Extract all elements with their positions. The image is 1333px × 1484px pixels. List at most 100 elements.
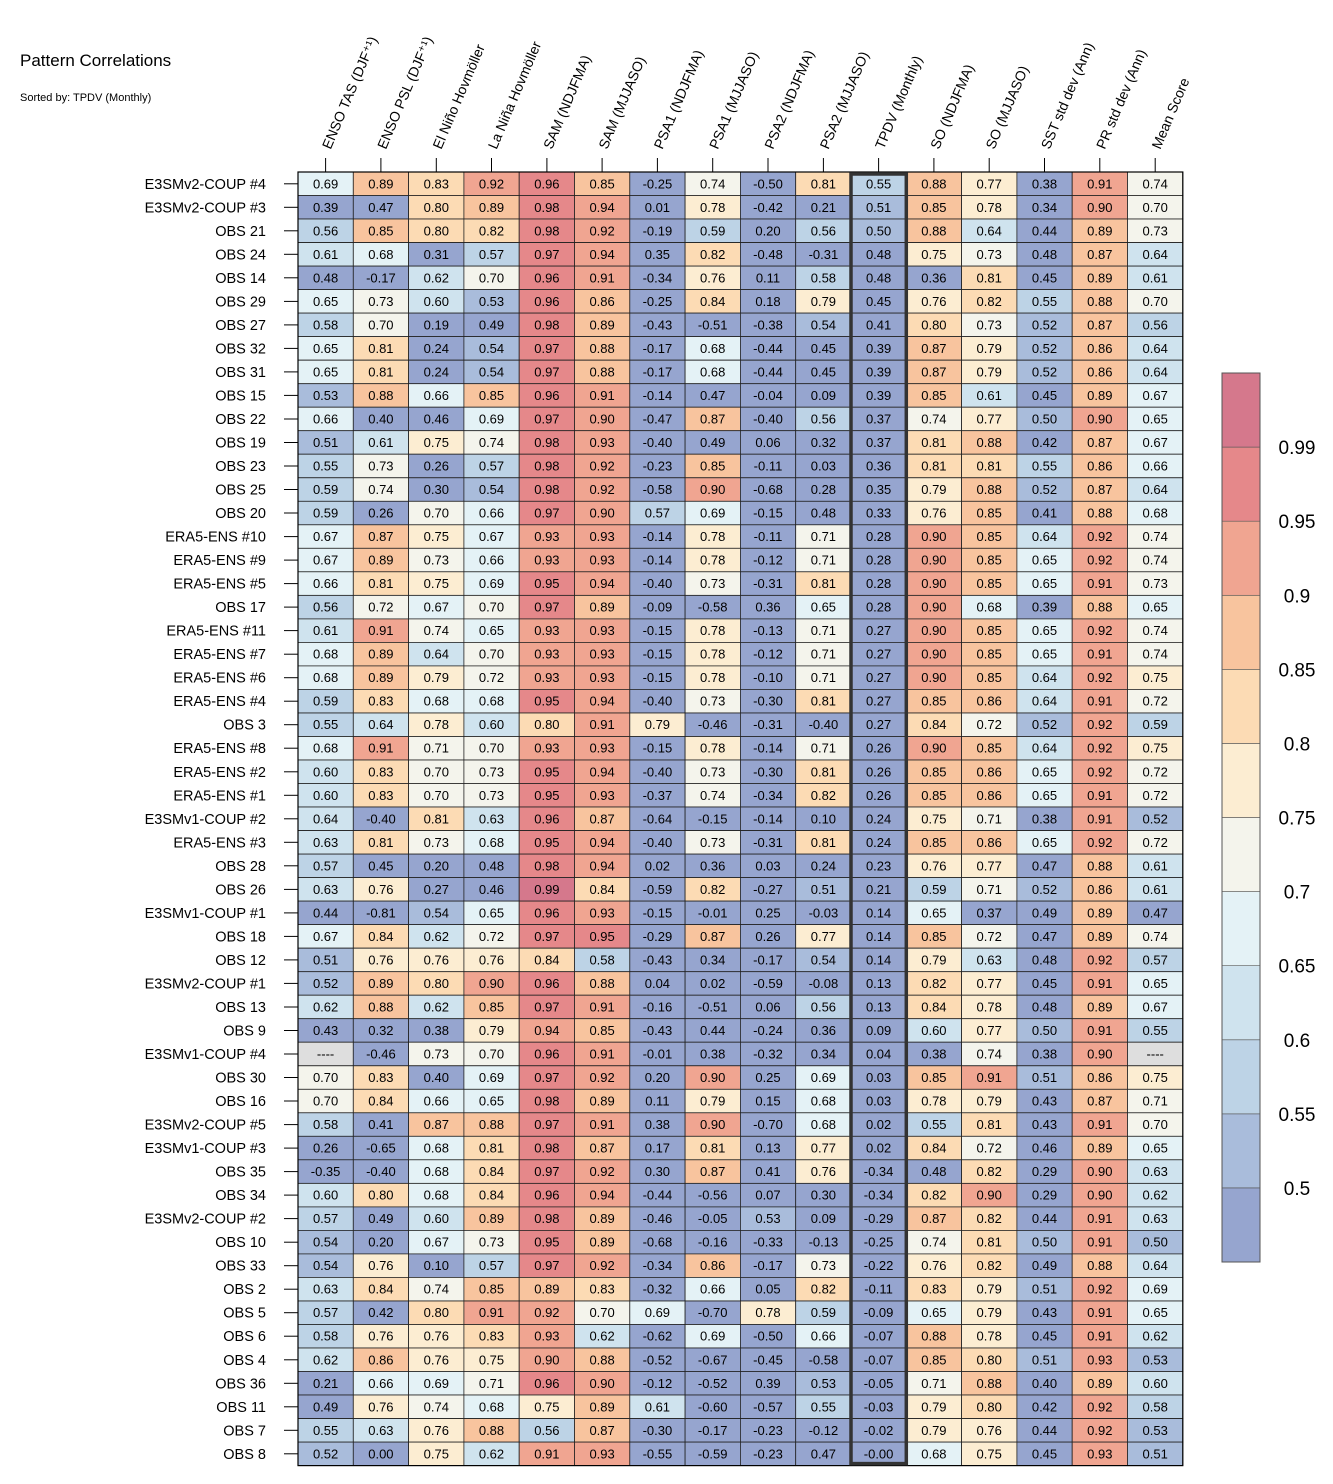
colorbar-tick-label: 0.95 xyxy=(1279,512,1316,533)
row-label: OBS 19 xyxy=(215,436,266,452)
cell-value: 0.54 xyxy=(479,482,504,497)
cell-value: 0.83 xyxy=(921,1282,946,1297)
cell-value: 0.81 xyxy=(977,1235,1002,1250)
cell-value: 0.75 xyxy=(479,1352,504,1367)
cell-value: -0.14 xyxy=(643,529,673,544)
cell-value: 0.60 xyxy=(479,717,504,732)
cell-value: 0.66 xyxy=(368,1376,393,1391)
cell-value: -0.23 xyxy=(753,1423,783,1438)
cell-value: -0.59 xyxy=(753,976,783,991)
colorbar-swatch xyxy=(1221,965,1261,1041)
cell-value: 0.97 xyxy=(534,1164,559,1179)
cell-value: 0.77 xyxy=(977,412,1002,427)
cell-value: 0.65 xyxy=(1032,576,1057,591)
cell-value: 0.96 xyxy=(534,905,559,920)
cell-value: 0.96 xyxy=(534,294,559,309)
cell-value: 0.48 xyxy=(866,270,891,285)
cell-value: 0.26 xyxy=(866,741,891,756)
cell-value: 0.73 xyxy=(479,764,504,779)
cell-value: 0.70 xyxy=(313,1094,338,1109)
cell-value: 0.28 xyxy=(866,553,891,568)
cell-value: 0.89 xyxy=(1087,223,1112,238)
cell-value: 0.89 xyxy=(368,670,393,685)
cell-value: 0.26 xyxy=(368,506,393,521)
cell-value: 0.21 xyxy=(313,1376,338,1391)
cell-value: 0.80 xyxy=(368,1188,393,1203)
cell-value: 0.65 xyxy=(921,1305,946,1320)
cell-value: 0.91 xyxy=(1087,1305,1112,1320)
cell-value: 0.68 xyxy=(479,694,504,709)
cell-value: 0.54 xyxy=(811,952,836,967)
cell-value: 0.93 xyxy=(534,553,559,568)
colorbar-legend: 0.5 0.55 0.6 0.65 0.7 0.75 0.8 0.85 0.9 0.95 0.99 xyxy=(1221,372,1316,1263)
cell-value: 0.92 xyxy=(589,482,614,497)
cell-value: 0.47 xyxy=(1143,905,1168,920)
cell-value: 0.95 xyxy=(589,929,614,944)
cell-value: 0.78 xyxy=(755,1305,780,1320)
cell-value: 0.85 xyxy=(921,200,946,215)
cell-value: -0.40 xyxy=(753,412,783,427)
cell-value: 0.94 xyxy=(589,1188,614,1203)
cell-value: 0.18 xyxy=(755,294,780,309)
cell-value: 0.71 xyxy=(479,1376,504,1391)
cell-value: 0.98 xyxy=(534,1211,559,1226)
cell-value: 0.52 xyxy=(1032,717,1057,732)
cell-value: -0.29 xyxy=(864,1211,894,1226)
cell-value: 0.94 xyxy=(589,200,614,215)
cell-value: 0.26 xyxy=(866,788,891,803)
cell-value: 0.96 xyxy=(534,976,559,991)
cell-value: 0.40 xyxy=(368,412,393,427)
chart-title: Pattern Correlations xyxy=(20,51,171,70)
cell-value: 0.67 xyxy=(1143,388,1168,403)
cell-value: 0.28 xyxy=(811,482,836,497)
cell-value: 0.30 xyxy=(811,1188,836,1203)
cell-value: 0.82 xyxy=(700,882,725,897)
cell-value: 0.92 xyxy=(1087,717,1112,732)
cell-value: -0.34 xyxy=(643,1258,673,1273)
cell-value: 0.65 xyxy=(1032,553,1057,568)
cell-value: 0.43 xyxy=(1032,1094,1057,1109)
cell-value: 0.54 xyxy=(811,317,836,332)
cell-value: 0.89 xyxy=(368,976,393,991)
column-label: SST std dev (Ann) xyxy=(1038,40,1097,151)
cell-value: 0.88 xyxy=(1087,1258,1112,1273)
cell-value: 0.92 xyxy=(1087,670,1112,685)
colorbar-swatch xyxy=(1221,372,1261,448)
cell-value: 0.85 xyxy=(921,764,946,779)
cell-value: -0.52 xyxy=(698,1376,728,1391)
cell-value: 0.88 xyxy=(921,176,946,191)
cell-value: -0.40 xyxy=(643,435,673,450)
cell-value: 0.78 xyxy=(700,741,725,756)
cell-value: 0.77 xyxy=(811,929,836,944)
cell-value: 0.68 xyxy=(977,600,1002,615)
cell-value: -0.03 xyxy=(864,1399,894,1414)
cell-value: 0.06 xyxy=(755,1000,780,1015)
cell-value: 0.20 xyxy=(424,858,449,873)
cell-value: 0.95 xyxy=(534,835,559,850)
cell-value: 0.78 xyxy=(424,717,449,732)
cell-value: -0.68 xyxy=(643,1235,673,1250)
cell-value: 0.74 xyxy=(1143,929,1168,944)
cell-value: 0.13 xyxy=(866,1000,891,1015)
cell-value: 0.90 xyxy=(921,670,946,685)
row-label: OBS 25 xyxy=(215,483,266,499)
cell-value: 0.93 xyxy=(534,529,559,544)
cell-value: -0.25 xyxy=(643,176,673,191)
cell-value: 0.81 xyxy=(811,764,836,779)
cell-value: 0.95 xyxy=(534,788,559,803)
cell-value: 0.81 xyxy=(811,835,836,850)
cell-value: 0.81 xyxy=(368,576,393,591)
cell-value: 0.65 xyxy=(1143,600,1168,615)
cell-value: 0.76 xyxy=(977,1423,1002,1438)
cell-value: -0.15 xyxy=(643,623,673,638)
cell-value: 0.65 xyxy=(921,905,946,920)
cell-value: 0.50 xyxy=(1032,412,1057,427)
cell-value: 0.53 xyxy=(313,388,338,403)
cell-value: 0.89 xyxy=(479,1211,504,1226)
cell-value: 0.90 xyxy=(977,1188,1002,1203)
cell-value: 0.91 xyxy=(589,270,614,285)
cell-value: -0.30 xyxy=(643,1423,673,1438)
cell-value: 0.82 xyxy=(700,247,725,262)
cell-value: 0.14 xyxy=(866,929,891,944)
cell-value: -0.30 xyxy=(753,764,783,779)
